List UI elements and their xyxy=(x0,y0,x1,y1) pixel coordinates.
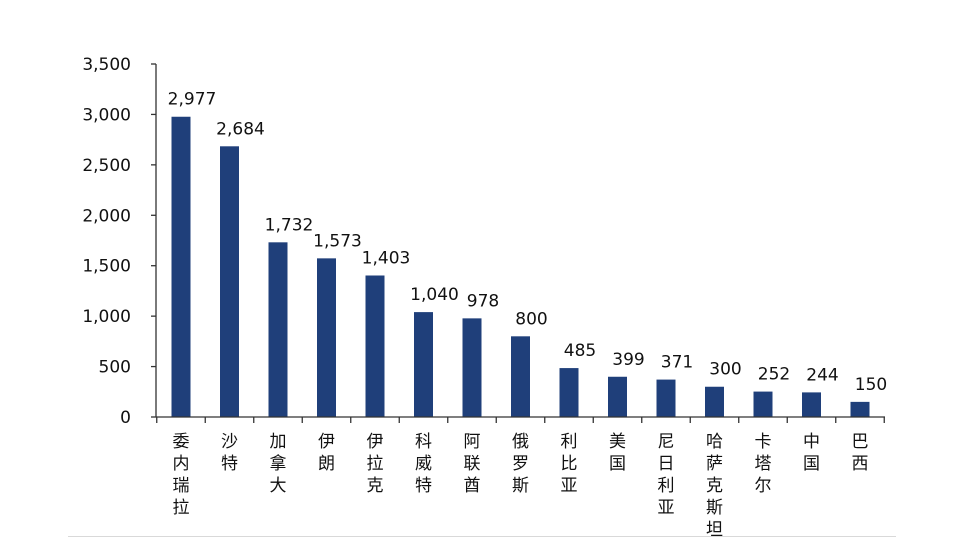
y-tick-label: 3,000 xyxy=(82,105,131,125)
data-label: 244 xyxy=(806,365,838,385)
bar xyxy=(462,318,482,417)
y-tick-label: 1,000 xyxy=(82,307,131,327)
data-label: 300 xyxy=(709,360,741,380)
bar xyxy=(559,368,579,417)
category-label: 利比亚 xyxy=(561,432,578,496)
category-label: 哈萨克斯坦 xyxy=(706,432,723,540)
bar xyxy=(414,312,433,417)
bar xyxy=(705,386,724,417)
bar xyxy=(220,146,239,417)
data-label: 1,732 xyxy=(265,215,314,235)
data-label: 485 xyxy=(564,341,596,361)
y-tick-label: 0 xyxy=(120,408,131,428)
bar xyxy=(171,116,191,417)
data-label: 399 xyxy=(612,350,644,370)
data-label: 2,977 xyxy=(168,90,217,110)
category-label: 阿联酋 xyxy=(464,432,481,496)
y-tick-label: 500 xyxy=(99,358,131,378)
bar xyxy=(850,401,870,417)
data-label: 800 xyxy=(515,309,547,329)
bar xyxy=(365,275,385,417)
category-label: 美国 xyxy=(609,432,626,474)
y-axis: 0 500 1,000 1,500 2,000 2,500 3,000 3,500 xyxy=(82,55,157,428)
bar xyxy=(511,336,530,417)
bar xyxy=(802,392,821,417)
category-label: 中国 xyxy=(803,432,820,474)
category-label: 俄罗斯 xyxy=(512,432,529,496)
category-label: 科威特 xyxy=(415,432,432,496)
category-label: 伊朗 xyxy=(318,432,335,474)
y-tick-label: 3,500 xyxy=(82,55,131,75)
data-label: 1,573 xyxy=(313,231,362,251)
category-label: 沙特 xyxy=(221,432,238,474)
bar xyxy=(317,258,336,417)
data-label: 371 xyxy=(661,353,693,373)
category-label: 伊拉克 xyxy=(367,432,384,496)
data-label: 1,040 xyxy=(410,285,459,305)
bar xyxy=(656,379,676,417)
bars xyxy=(156,116,885,423)
bar xyxy=(608,376,627,417)
data-label: 150 xyxy=(855,375,887,395)
data-label: 978 xyxy=(467,291,499,311)
category-label: 卡塔尔 xyxy=(755,432,772,496)
bar xyxy=(753,391,773,417)
category-labels: 委内瑞拉 沙特 加拿大 伊朗 伊拉克 科威特 阿联酋 俄罗斯 利比亚 美国 尼日利亚 哈萨克斯坦 卡塔尔… xyxy=(173,432,869,540)
y-tick-label: 1,500 xyxy=(82,257,131,277)
category-label: 加拿大 xyxy=(270,432,287,496)
category-label: 巴西 xyxy=(852,432,869,474)
y-tick-label: 2,000 xyxy=(82,206,131,226)
data-label: 1,403 xyxy=(362,248,411,268)
bar xyxy=(268,242,288,417)
category-label: 尼日利亚 xyxy=(658,432,675,518)
bottom-divider xyxy=(68,536,896,537)
category-label: 委内瑞拉 xyxy=(173,432,190,518)
y-tick-label: 2,500 xyxy=(82,156,131,176)
data-label: 252 xyxy=(758,365,790,385)
data-label: 2,684 xyxy=(216,119,265,139)
